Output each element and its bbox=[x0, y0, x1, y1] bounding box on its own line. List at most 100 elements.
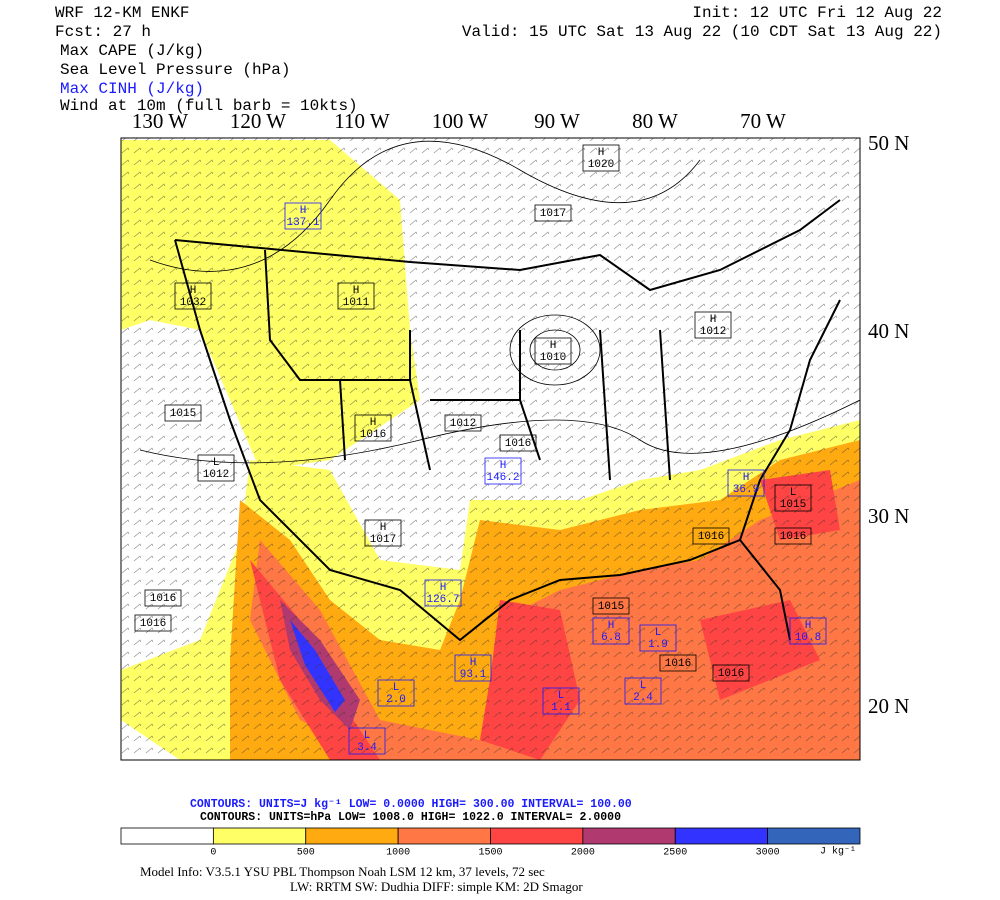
colorbar-swatch bbox=[490, 827, 584, 845]
label-kind: H bbox=[470, 657, 477, 669]
longitude-label: 90 W bbox=[534, 109, 580, 133]
label-box bbox=[727, 469, 765, 497]
pressure-label: L1.1 bbox=[542, 687, 580, 715]
colorbar-tick-label: 2500 bbox=[663, 848, 687, 859]
label-value: 93.1 bbox=[460, 669, 487, 681]
label-box bbox=[444, 414, 482, 432]
label-value: 126.7 bbox=[426, 594, 459, 606]
label-box bbox=[624, 677, 662, 705]
label-value: 1012 bbox=[203, 469, 229, 481]
label-value: 1015 bbox=[170, 408, 196, 420]
latitude-label: 20 N bbox=[868, 694, 909, 718]
label-box bbox=[164, 404, 202, 422]
label-box bbox=[144, 589, 182, 607]
label-kind: H bbox=[353, 285, 360, 297]
label-kind: H bbox=[440, 582, 447, 594]
longitude-label: 120 W bbox=[230, 109, 286, 133]
label-box bbox=[484, 457, 522, 485]
label-value: 1010 bbox=[540, 352, 566, 364]
colorbar-unit: J kg⁻¹ bbox=[820, 846, 856, 858]
label-kind: L bbox=[393, 682, 400, 694]
label-box bbox=[712, 664, 750, 682]
label-value: 1017 bbox=[540, 208, 566, 220]
borders bbox=[174, 199, 841, 642]
colorbar-swatch bbox=[120, 827, 214, 845]
label-box bbox=[592, 597, 630, 615]
label-value: 1016 bbox=[665, 658, 691, 670]
colorbar-tick-label: 1000 bbox=[386, 848, 410, 859]
label-kind: H bbox=[380, 522, 387, 534]
pressure-label: 1016 bbox=[659, 654, 697, 672]
label-value: 1012 bbox=[700, 326, 726, 338]
label-value: 1020 bbox=[588, 159, 614, 171]
label-value: 146.2 bbox=[486, 472, 519, 484]
label-value: 1.1 bbox=[551, 702, 571, 714]
longitude-label: 110 W bbox=[334, 109, 390, 133]
label-box bbox=[774, 527, 812, 545]
label-kind: H bbox=[710, 314, 717, 326]
field-label: Max CAPE (J/kg) bbox=[60, 42, 204, 60]
footer-info: LW: RRTM SW: Dudhia DIFF: simple KM: 2D … bbox=[290, 879, 583, 894]
label-box bbox=[542, 687, 580, 715]
pressure-label: 1016 bbox=[134, 614, 172, 632]
label-value: 1017 bbox=[370, 534, 396, 546]
colorbar-tick-label: 1500 bbox=[478, 848, 502, 859]
longitude-label: 130 W bbox=[132, 109, 188, 133]
pressure-label: 1016 bbox=[144, 589, 182, 607]
label-kind: H bbox=[550, 340, 557, 352]
field-label: Wind at 10m (full barb = 10kts) bbox=[60, 97, 358, 115]
label-box bbox=[659, 654, 697, 672]
field-label: Max CINH (J/kg) bbox=[60, 80, 204, 98]
pressure-label: 1015 bbox=[164, 404, 202, 422]
label-box bbox=[337, 282, 375, 310]
pressure-label: L2.0 bbox=[377, 679, 415, 707]
label-kind: H bbox=[805, 620, 812, 632]
pressure-label: 1016 bbox=[692, 527, 730, 545]
colorbar-swatch bbox=[212, 827, 307, 845]
longitude-label: 80 W bbox=[632, 109, 678, 133]
colorbar-tick-label: 2000 bbox=[571, 848, 595, 859]
valid-time: Valid: 15 UTC Sat 13 Aug 22 (10 CDT Sat … bbox=[462, 23, 942, 41]
field-label: Sea Level Pressure (hPa) bbox=[60, 61, 290, 79]
label-value: 137.1 bbox=[286, 217, 319, 229]
label-box bbox=[377, 679, 415, 707]
model-title: WRF 12-KM ENKF bbox=[55, 4, 189, 22]
pressure-label: L1.9 bbox=[639, 624, 677, 652]
label-box bbox=[692, 527, 730, 545]
label-value: 1016 bbox=[718, 668, 744, 680]
colorbar-tick-label: 3000 bbox=[756, 848, 780, 859]
label-box bbox=[582, 144, 620, 172]
longitude-label: 70 W bbox=[740, 109, 786, 133]
label-value: 1016 bbox=[780, 531, 806, 543]
label-kind: L bbox=[790, 487, 797, 499]
pressure-label: H93.1 bbox=[454, 654, 492, 682]
map bbox=[121, 138, 860, 760]
label-box bbox=[284, 202, 322, 230]
contour-info: CONTOURS: UNITS=hPa LOW= 1008.0 HIGH= 10… bbox=[200, 811, 621, 824]
longitude-label: 100 W bbox=[432, 109, 488, 133]
colorbar-swatch bbox=[767, 827, 861, 845]
label-kind: H bbox=[300, 205, 307, 217]
label-box bbox=[789, 617, 827, 645]
pressure-label: H10.8 bbox=[789, 617, 827, 645]
label-box bbox=[592, 617, 630, 645]
forecast-hour: Fcst: 27 h bbox=[55, 23, 151, 41]
footer-info: Model Info: V3.5.1 YSU PBL Thompson Noah… bbox=[140, 864, 545, 879]
label-box bbox=[134, 614, 172, 632]
pressure-label: 1015 bbox=[592, 597, 630, 615]
contour-info: CONTOURS: UNITS=J kg⁻¹ LOW= 0.0000 HIGH=… bbox=[190, 798, 632, 811]
label-value: 1016 bbox=[150, 593, 176, 605]
map-frame bbox=[120, 137, 861, 761]
label-value: 1015 bbox=[780, 499, 806, 511]
label-kind: H bbox=[190, 285, 197, 297]
label-kind: L bbox=[558, 690, 565, 702]
